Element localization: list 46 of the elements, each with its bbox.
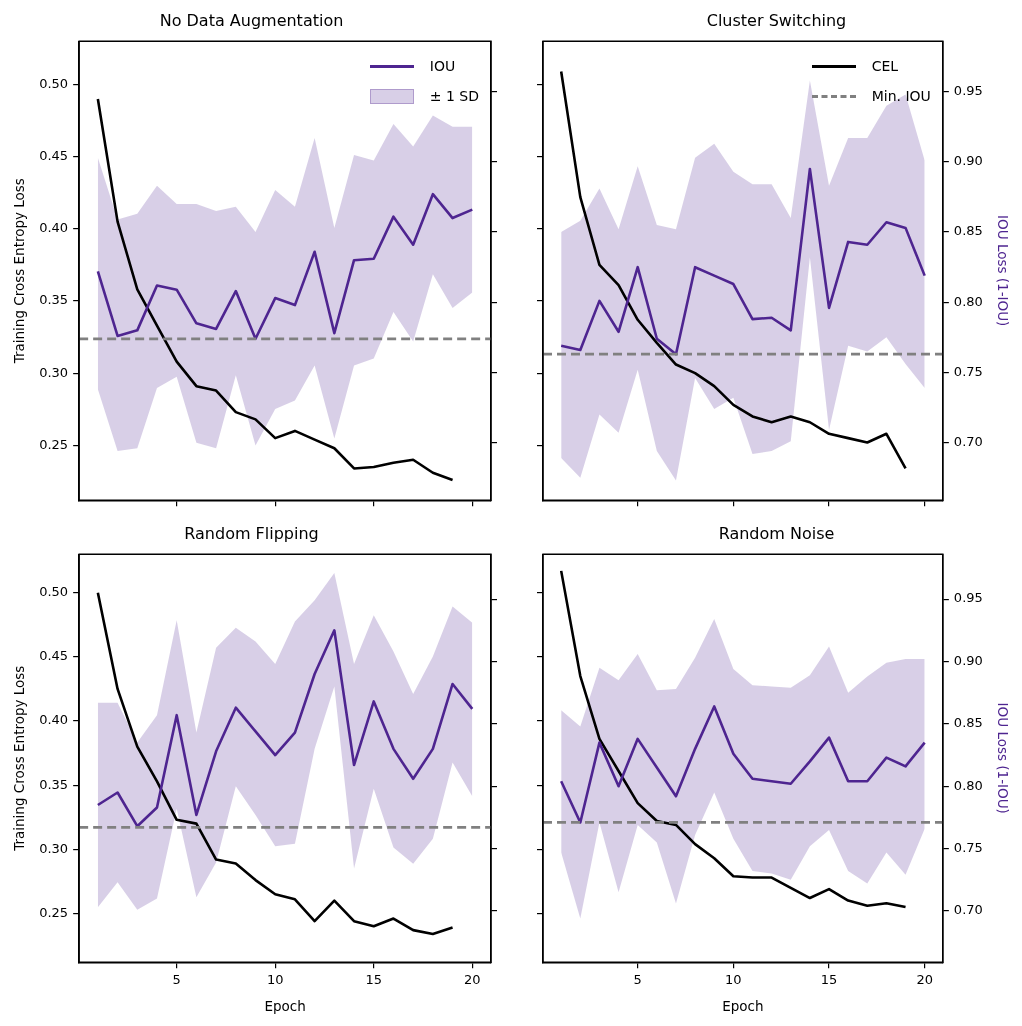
y-tick-label: 0.25 xyxy=(39,436,69,452)
x-tick-label: 15 xyxy=(820,972,838,988)
y2-tick-label: 0.80 xyxy=(953,293,983,309)
y2-tick-label: 0.85 xyxy=(953,715,983,731)
y-tick-label: 0.45 xyxy=(39,148,69,164)
y-tick-label: 0.35 xyxy=(39,776,69,792)
x-tick-label: 20 xyxy=(464,972,481,988)
x-tick-label: 15 xyxy=(365,972,383,988)
y2-axis-title: IOU Loss (1-IOU) xyxy=(995,215,1012,327)
y-tick-label: 0.30 xyxy=(39,364,69,380)
y2-tick-label: 0.95 xyxy=(953,83,983,99)
x-tick-label: 10 xyxy=(266,972,284,988)
y2-tick-label: 0.75 xyxy=(953,840,983,856)
y2-axis-title: IOU Loss (1-IOU) xyxy=(995,702,1012,814)
y2-tick-label: 0.75 xyxy=(953,363,983,379)
chart-title: Cluster Switching xyxy=(706,10,847,30)
legend-label: CEL xyxy=(871,58,899,75)
x-tick-label: 10 xyxy=(725,972,742,988)
chart-title: Random Flipping xyxy=(184,523,319,543)
x-tick-label: 5 xyxy=(633,972,642,988)
y-tick-label: 0.30 xyxy=(39,840,69,856)
x-axis-title: Epoch xyxy=(264,998,306,1015)
y-tick-label: 0.40 xyxy=(39,712,69,728)
y2-tick-label: 0.80 xyxy=(953,777,983,793)
annotation: ± 1 SD xyxy=(429,88,479,105)
y-axis-title: Training Cross Entropy Loss xyxy=(10,178,27,365)
y2-tick-label: 0.70 xyxy=(953,434,983,450)
y-axis-title: Training Cross Entropy Loss xyxy=(10,665,27,852)
x-axis-title: Epoch xyxy=(722,998,764,1015)
chart-title: Random Noise xyxy=(718,523,835,543)
x-tick-label: 5 xyxy=(172,972,181,988)
y2-tick-label: 0.95 xyxy=(953,590,983,606)
chart-title: No Data Augmentation xyxy=(159,10,344,30)
y2-tick-label: 0.90 xyxy=(953,153,983,169)
y-tick-label: 0.35 xyxy=(39,292,69,308)
y-tick-label: 0.40 xyxy=(39,220,69,236)
y-tick-label: 0.25 xyxy=(39,904,69,920)
legend-label: IOU xyxy=(429,58,456,75)
y2-tick-label: 0.90 xyxy=(953,652,983,668)
legend-label: Min. IOU xyxy=(871,88,931,105)
y2-tick-label: 0.70 xyxy=(953,902,983,918)
x-tick-label: 20 xyxy=(916,972,933,988)
y-tick-label: 0.50 xyxy=(39,584,69,600)
y2-tick-label: 0.85 xyxy=(953,223,983,239)
y-tick-label: 0.50 xyxy=(39,75,69,91)
y-tick-label: 0.45 xyxy=(39,648,69,664)
